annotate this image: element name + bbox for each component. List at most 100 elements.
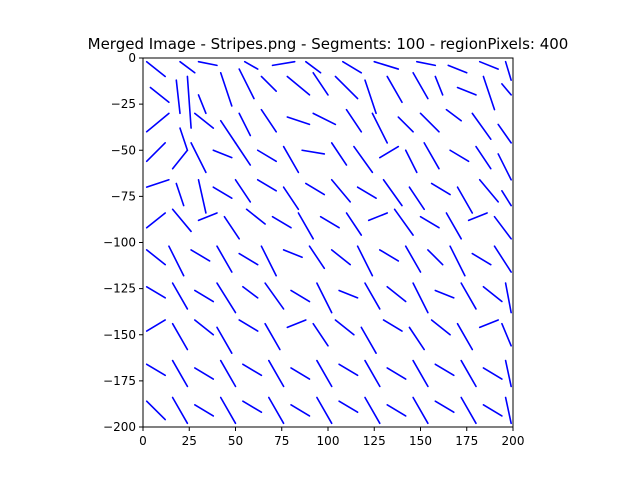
data-segment xyxy=(260,75,278,93)
data-segment xyxy=(145,363,166,377)
data-segment xyxy=(460,396,477,425)
data-segment xyxy=(286,116,311,126)
data-segment xyxy=(145,112,170,133)
data-segment xyxy=(216,245,233,273)
y-tick-label: −175 xyxy=(103,374,136,388)
data-segment xyxy=(194,289,215,303)
data-segment xyxy=(256,149,278,163)
data-segment xyxy=(145,249,166,266)
data-segment xyxy=(197,212,218,222)
data-segment xyxy=(434,75,444,96)
data-segment xyxy=(467,212,488,222)
data-segment xyxy=(290,289,311,303)
x-tick-label: 25 xyxy=(182,434,197,448)
data-segment xyxy=(175,79,181,115)
plot-area xyxy=(142,57,514,428)
segments-group xyxy=(145,60,512,425)
data-segment xyxy=(242,400,263,414)
data-segment xyxy=(245,208,266,225)
data-segment xyxy=(238,68,255,100)
data-segment xyxy=(149,86,170,104)
data-segment xyxy=(493,245,512,273)
data-segment xyxy=(219,119,237,144)
data-segment xyxy=(423,142,440,170)
data-segment xyxy=(364,79,377,115)
data-segment xyxy=(145,285,166,299)
data-segment xyxy=(197,178,207,214)
data-segment xyxy=(223,215,240,240)
data-segment xyxy=(445,212,463,240)
data-segment xyxy=(497,123,512,144)
data-segment xyxy=(478,60,500,70)
data-segment xyxy=(504,359,512,388)
data-segment xyxy=(373,60,400,70)
data-segment xyxy=(412,396,429,425)
data-segment xyxy=(367,212,389,222)
data-segment xyxy=(404,149,418,174)
data-segment xyxy=(194,404,215,417)
data-segment xyxy=(334,319,355,336)
x-tick-label: 150 xyxy=(409,434,432,448)
chart-title: Merged Image - Stripes.png - Segments: 1… xyxy=(88,35,569,53)
data-segment xyxy=(504,60,512,81)
data-segment xyxy=(393,208,414,236)
data-segment xyxy=(264,282,285,310)
data-segment xyxy=(456,186,474,214)
data-segment xyxy=(471,252,492,266)
data-segment xyxy=(186,75,192,129)
data-segment xyxy=(412,359,429,388)
data-segment xyxy=(360,326,377,355)
data-segment xyxy=(171,208,192,233)
data-segment xyxy=(267,396,285,425)
data-segment xyxy=(242,363,263,377)
data-segment xyxy=(219,71,233,107)
data-segment xyxy=(234,178,252,203)
data-segment xyxy=(456,86,477,96)
data-segment xyxy=(386,367,407,380)
data-segment xyxy=(338,400,359,414)
x-tick-label: 100 xyxy=(317,434,340,448)
data-segment xyxy=(290,367,311,380)
data-segment xyxy=(304,60,322,74)
data-segment xyxy=(478,319,500,329)
data-segment xyxy=(260,245,278,277)
x-tick-label: 175 xyxy=(455,434,478,448)
data-segment xyxy=(190,249,211,262)
data-segment xyxy=(364,282,381,310)
y-axis: 0 −25 −50 −75 −100 −125 −150 −175 −200 xyxy=(103,51,143,434)
data-segment xyxy=(316,282,333,314)
data-segment xyxy=(397,116,414,133)
data-segment xyxy=(145,60,166,78)
y-tick-label: −50 xyxy=(111,143,136,157)
data-segment xyxy=(427,249,444,266)
data-segment xyxy=(330,142,348,166)
data-segment xyxy=(168,245,185,277)
y-tick-label: 0 xyxy=(128,51,136,65)
data-segment xyxy=(212,149,233,159)
x-tick-label: 125 xyxy=(363,434,386,448)
data-segment xyxy=(238,112,252,137)
data-segment xyxy=(345,108,363,133)
data-segment xyxy=(175,182,185,207)
y-tick-label: −200 xyxy=(103,420,136,434)
data-segment xyxy=(286,319,307,329)
x-tick-label: 75 xyxy=(274,434,289,448)
data-segment xyxy=(145,178,170,188)
data-segment xyxy=(194,319,215,336)
data-segment xyxy=(334,75,359,100)
data-segment xyxy=(456,322,474,351)
data-segment xyxy=(308,245,326,270)
data-segment xyxy=(312,71,329,96)
data-segment xyxy=(482,285,503,303)
data-segment xyxy=(449,245,466,277)
data-segment xyxy=(386,285,407,303)
data-segment xyxy=(316,396,333,425)
axes-frame xyxy=(142,57,514,428)
data-segment xyxy=(297,212,315,240)
data-segment xyxy=(471,112,492,140)
data-segment xyxy=(482,404,503,417)
data-segment xyxy=(460,282,477,310)
data-segment xyxy=(267,359,285,388)
data-segment xyxy=(219,359,237,388)
data-segment xyxy=(271,60,296,67)
